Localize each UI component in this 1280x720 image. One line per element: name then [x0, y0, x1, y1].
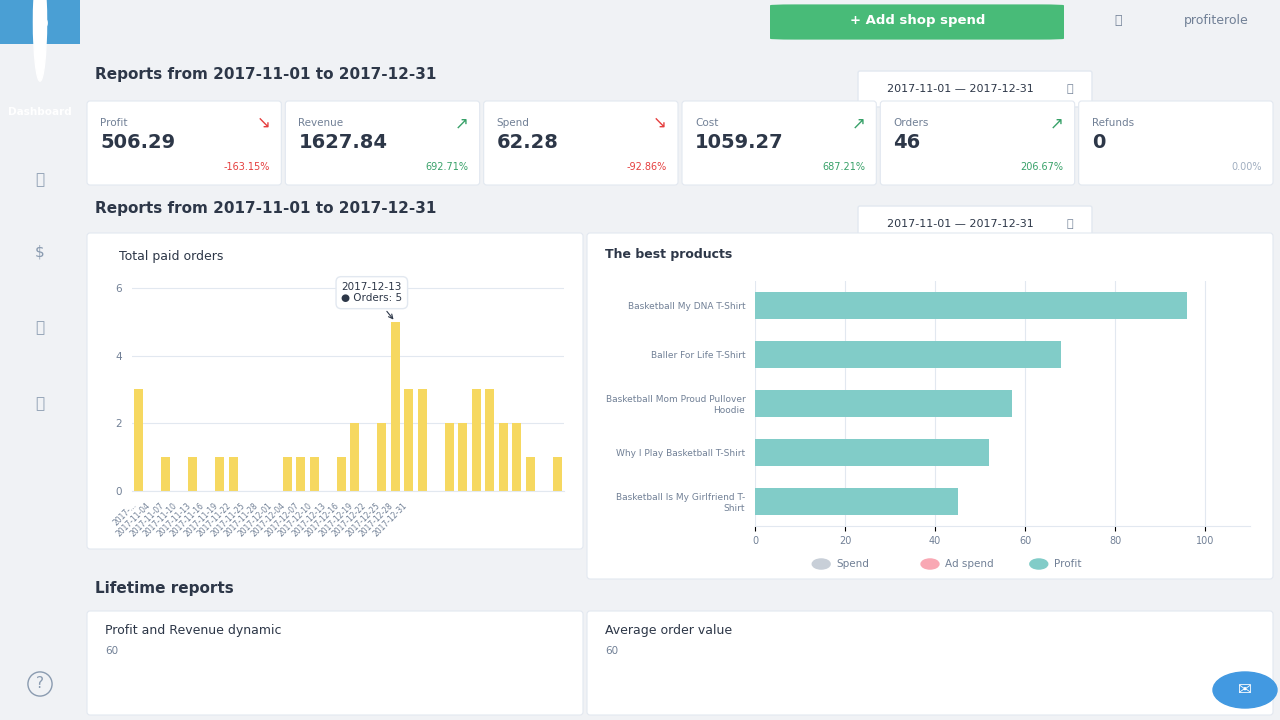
Text: ◎: ◎ [32, 12, 49, 32]
Bar [553, 457, 562, 491]
Text: 📅: 📅 [1066, 219, 1074, 229]
FancyBboxPatch shape [881, 101, 1075, 185]
Text: 60: 60 [605, 646, 618, 656]
Text: -92.86%: -92.86% [627, 162, 667, 172]
Bar [134, 390, 143, 491]
Text: Dashboard: Dashboard [8, 107, 72, 117]
Text: 1627.84: 1627.84 [298, 133, 388, 153]
Text: 🧳: 🧳 [36, 173, 45, 187]
Text: 0: 0 [1092, 133, 1105, 153]
Text: 46: 46 [893, 133, 920, 153]
Bar [445, 423, 453, 491]
FancyBboxPatch shape [0, 0, 79, 44]
Bar [755, 488, 957, 515]
Text: + Add shop spend: + Add shop spend [850, 14, 986, 27]
FancyBboxPatch shape [87, 101, 282, 185]
FancyBboxPatch shape [87, 611, 582, 715]
Bar [215, 457, 224, 491]
Text: ↘: ↘ [653, 114, 667, 132]
Text: ↗: ↗ [454, 114, 468, 132]
FancyBboxPatch shape [858, 206, 1092, 242]
FancyBboxPatch shape [858, 71, 1092, 107]
Text: 2017-12-13
● Orders: 5: 2017-12-13 ● Orders: 5 [342, 282, 402, 319]
Text: Orders: Orders [893, 118, 929, 128]
Text: 🛒: 🛒 [36, 320, 45, 335]
Text: Ad spend: Ad spend [946, 559, 995, 569]
FancyBboxPatch shape [682, 101, 877, 185]
FancyBboxPatch shape [588, 233, 1274, 579]
Text: Profit and Revenue dynamic: Profit and Revenue dynamic [105, 624, 282, 637]
Text: ↗: ↗ [1050, 114, 1064, 132]
Text: Average order value: Average order value [605, 624, 732, 637]
Text: 📅: 📅 [1066, 84, 1074, 94]
FancyBboxPatch shape [285, 101, 480, 185]
Bar [188, 457, 197, 491]
FancyBboxPatch shape [588, 611, 1274, 715]
Text: 506.29: 506.29 [100, 133, 175, 153]
Bar [297, 457, 305, 491]
Bar [755, 390, 1011, 417]
Text: Spend: Spend [497, 118, 530, 128]
Text: Reports from 2017-11-01 to 2017-12-31: Reports from 2017-11-01 to 2017-12-31 [95, 66, 436, 81]
Text: 692.71%: 692.71% [426, 162, 468, 172]
Bar [472, 390, 480, 491]
Bar [755, 292, 1187, 319]
Bar [499, 423, 508, 491]
Text: Reports from 2017-11-01 to 2017-12-31: Reports from 2017-11-01 to 2017-12-31 [95, 202, 436, 217]
Text: Spend: Spend [837, 559, 869, 569]
FancyBboxPatch shape [1079, 101, 1274, 185]
Bar [337, 457, 346, 491]
Text: 60: 60 [105, 646, 118, 656]
Circle shape [33, 0, 46, 81]
Text: $: $ [35, 245, 45, 259]
Bar [378, 423, 387, 491]
Text: ✉: ✉ [1238, 681, 1252, 699]
Text: 62.28: 62.28 [497, 133, 558, 153]
Bar [512, 423, 521, 491]
Text: -163.15%: -163.15% [224, 162, 270, 172]
Text: 2017-11-01 — 2017-12-31: 2017-11-01 — 2017-12-31 [887, 84, 1033, 94]
Text: profiterole: profiterole [1184, 14, 1249, 27]
Bar [390, 322, 399, 491]
Bar [310, 457, 319, 491]
Text: Lifetime reports: Lifetime reports [95, 582, 234, 596]
Text: The best products: The best products [605, 248, 732, 261]
Text: 📣: 📣 [36, 396, 45, 410]
Text: Profit: Profit [100, 118, 128, 128]
Text: Profit: Profit [1055, 559, 1082, 569]
Text: 1059.27: 1059.27 [695, 133, 783, 153]
Bar [351, 423, 360, 491]
Text: 687.21%: 687.21% [822, 162, 865, 172]
Bar [161, 457, 170, 491]
Text: ↘: ↘ [256, 114, 270, 132]
Bar [283, 457, 292, 491]
Text: Revenue: Revenue [298, 118, 343, 128]
Bar [458, 423, 467, 491]
Bar [417, 390, 426, 491]
FancyBboxPatch shape [771, 4, 1064, 40]
Text: 206.67%: 206.67% [1020, 162, 1064, 172]
Bar [526, 457, 535, 491]
Text: Refunds: Refunds [1092, 118, 1134, 128]
Text: 👤: 👤 [1115, 14, 1121, 27]
Bar [485, 390, 494, 491]
Bar [229, 457, 238, 491]
FancyBboxPatch shape [484, 101, 678, 185]
Text: 0.00%: 0.00% [1231, 162, 1262, 172]
Bar [755, 341, 1061, 368]
Text: ?: ? [36, 677, 44, 691]
Bar [404, 390, 413, 491]
Text: ↗: ↗ [851, 114, 865, 132]
Text: Total paid orders: Total paid orders [119, 250, 224, 264]
Text: 2017-11-01 — 2017-12-31: 2017-11-01 — 2017-12-31 [887, 219, 1033, 229]
FancyBboxPatch shape [87, 233, 582, 549]
Text: Cost: Cost [695, 118, 718, 128]
Bar [755, 439, 989, 466]
